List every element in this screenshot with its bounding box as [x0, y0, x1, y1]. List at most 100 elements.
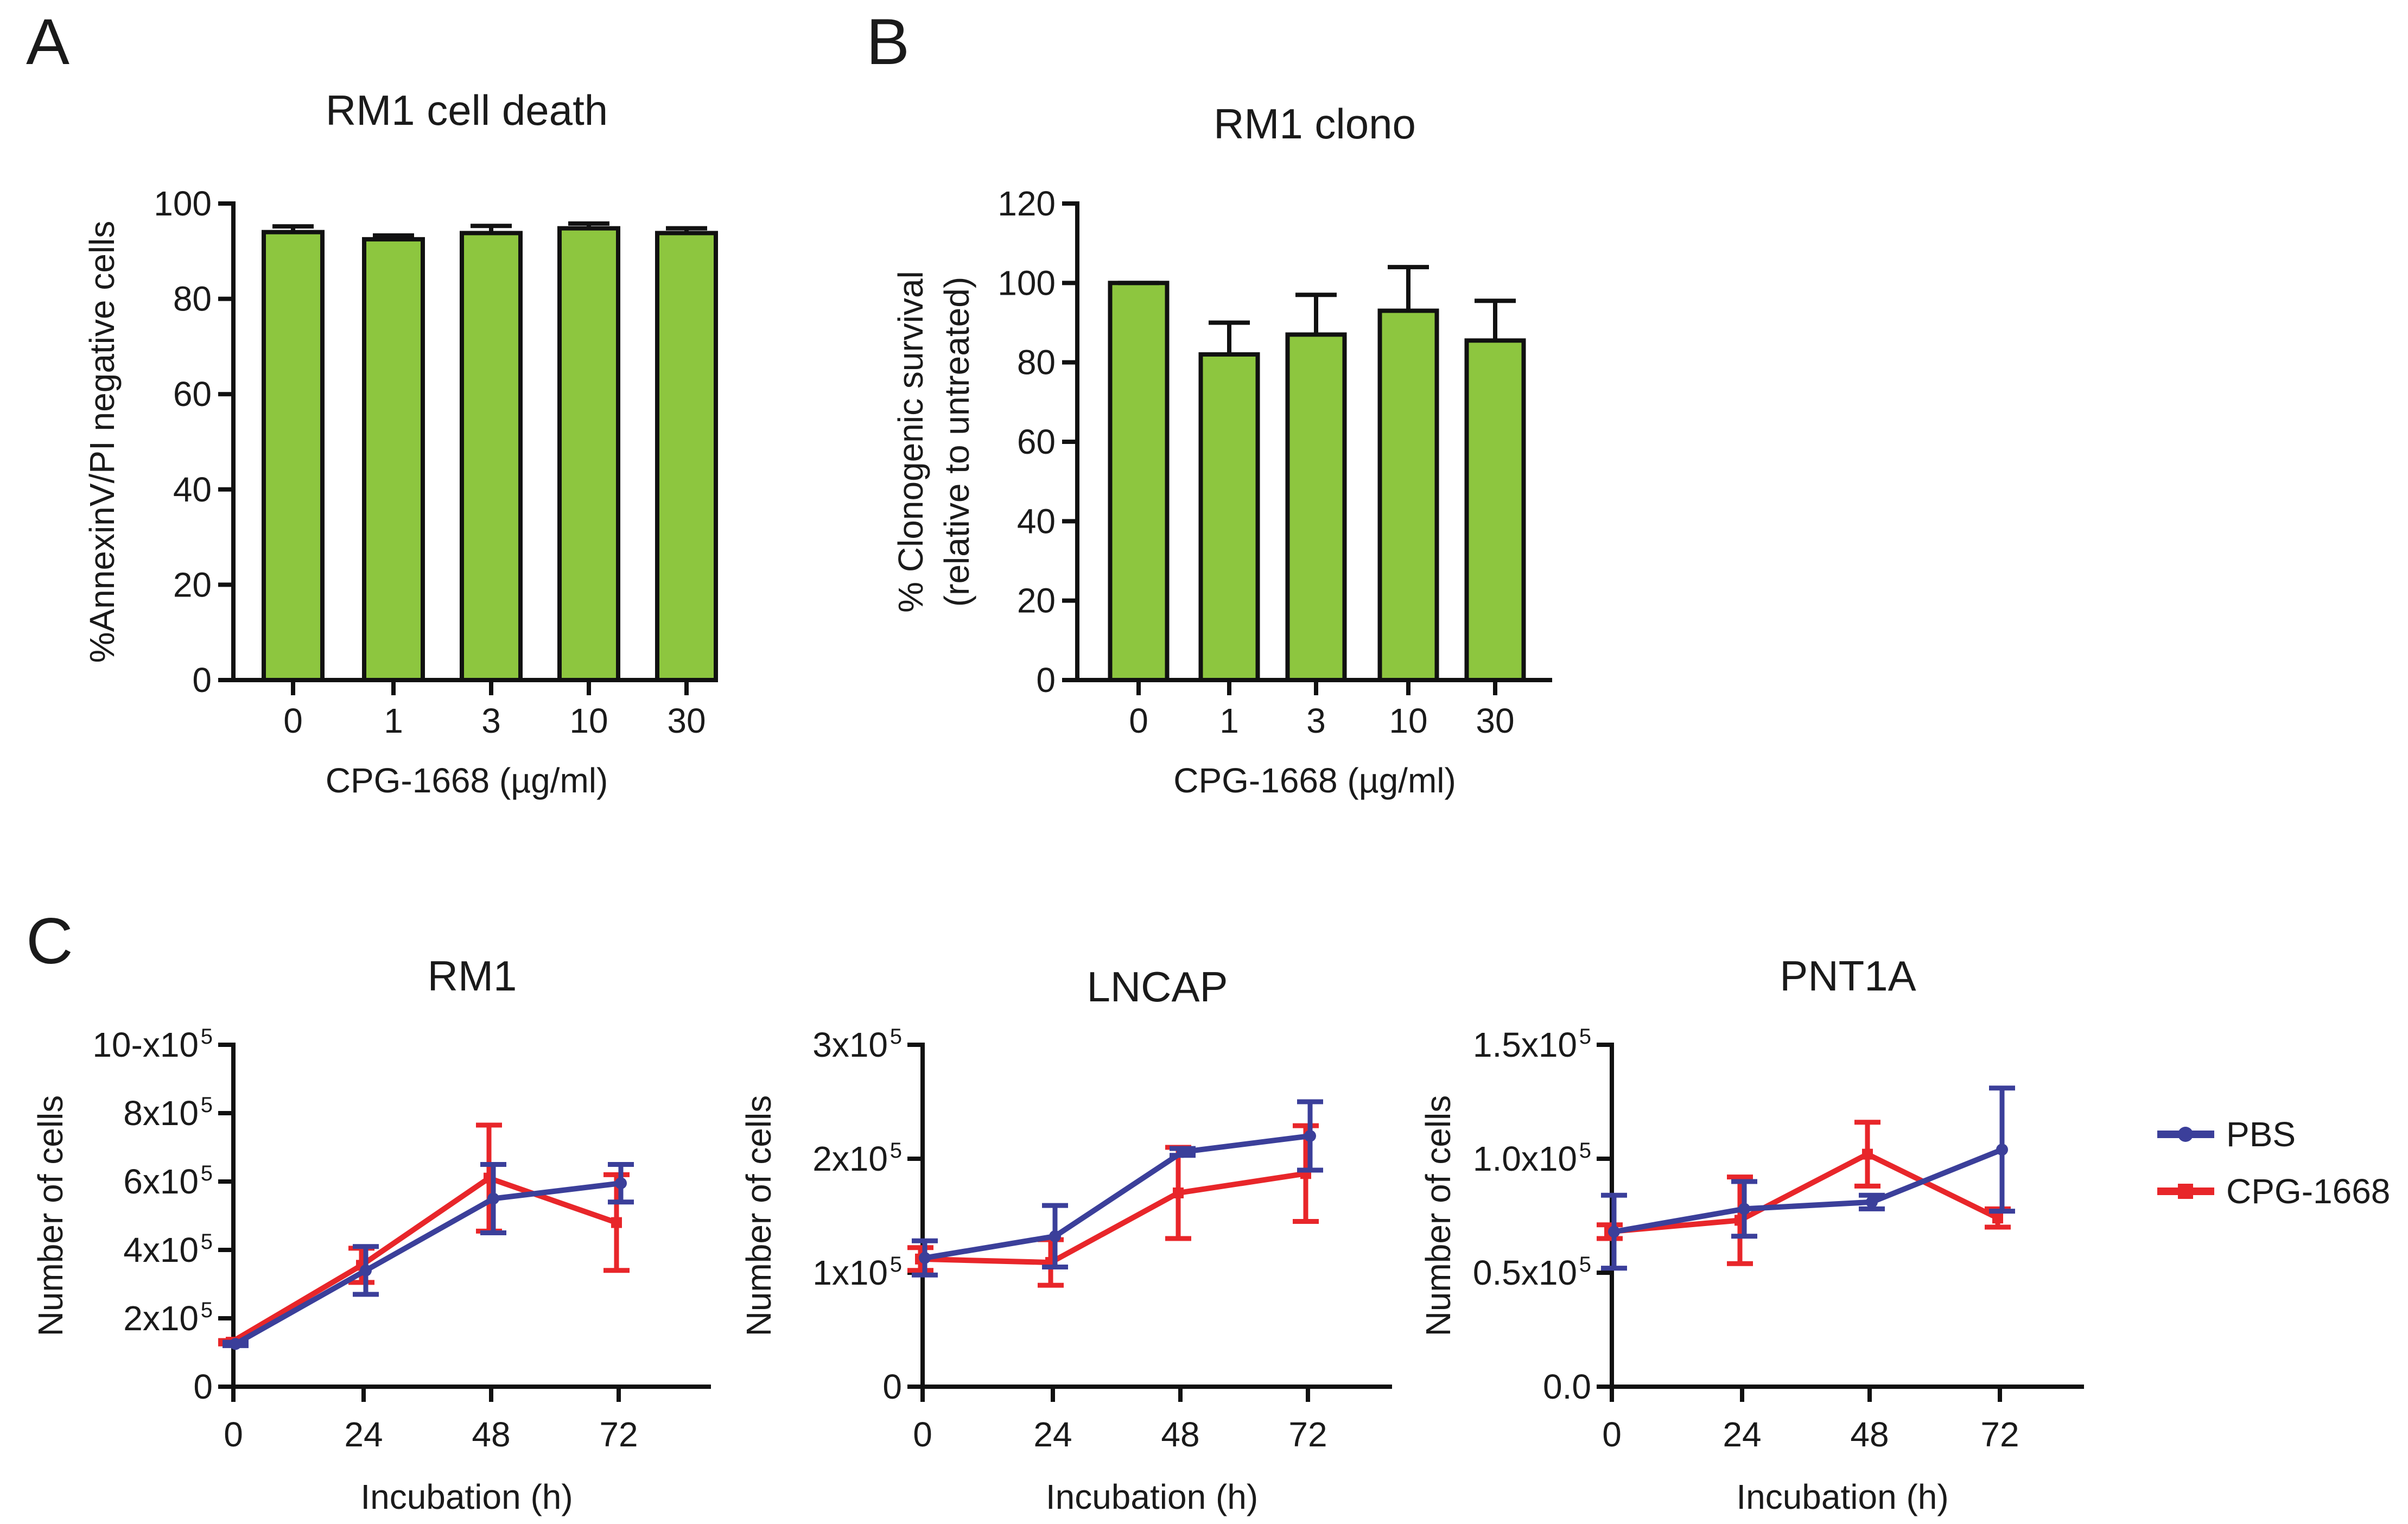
data-point-pbs — [230, 1338, 242, 1350]
x-tick-label: 72 — [1288, 1415, 1327, 1454]
x-axis-label: Incubation (h) — [1736, 1477, 1948, 1516]
x-axis-label: Incubation (h) — [1046, 1477, 1258, 1516]
y-tick-label: 2x10 — [123, 1299, 199, 1338]
bar-30 — [1464, 338, 1526, 682]
data-point-cpg — [1862, 1148, 1873, 1160]
y-axis-label: Number of cells — [31, 1095, 70, 1337]
y-tick-label: 60 — [1017, 422, 1056, 461]
chart-title: RM1 cell death — [326, 86, 608, 134]
panel-letter-a: A — [26, 5, 69, 78]
x-tick-label: 0 — [913, 1415, 932, 1454]
data-point-pbs — [615, 1177, 627, 1190]
y-tick-label: 1.0x10 — [1473, 1139, 1577, 1178]
x-tick-label: 24 — [1033, 1415, 1072, 1454]
x-tick-label: 1 — [384, 701, 403, 740]
x-tick-label: 72 — [599, 1415, 638, 1454]
y-tick-label-exponent: 5 — [890, 1139, 902, 1163]
data-point-pbs — [1049, 1230, 1061, 1242]
y-axis-label: Number of cells — [1419, 1095, 1458, 1337]
x-tick-label: 48 — [1161, 1415, 1199, 1454]
legend-pbs-label: PBS — [2226, 1115, 2296, 1154]
bar-1 — [1198, 352, 1260, 682]
y-tick-label: 0 — [1036, 661, 1056, 700]
chart-title: RM1 clono — [1213, 100, 1416, 148]
data-point-pbs — [1996, 1144, 2008, 1156]
y-tick-label: 80 — [1017, 343, 1056, 382]
y-tick-label: 0 — [882, 1367, 902, 1406]
x-tick-label: 48 — [1850, 1415, 1889, 1454]
x-tick-label: 1 — [1219, 701, 1239, 740]
bar-10 — [1377, 308, 1439, 682]
data-point-pbs — [1608, 1225, 1620, 1238]
bar-10 — [557, 226, 620, 682]
x-tick-label: 0 — [1602, 1415, 1622, 1454]
series-line-pbs — [234, 1180, 621, 1347]
legend-cpg-label: CPG-1668 — [2226, 1172, 2390, 1211]
data-point-pbs — [487, 1192, 499, 1205]
y-tick-label: 2x10 — [812, 1139, 888, 1178]
panel-b-bar-chart: RM1 clono 0 1 3 10 30 0 20 40 60 80 100 120 CPG-1668 … — [891, 100, 1552, 800]
x-tick-label: 10 — [1389, 701, 1427, 740]
y-tick-label: 80 — [173, 280, 212, 319]
x-tick-label: 10 — [569, 701, 608, 740]
panel-a-bar-chart: RM1 cell death 0 1 3 10 30 0 20 40 60 80 100 CPG-166… — [82, 86, 718, 800]
y-axis-label: %AnnexinV/PI negative cells — [82, 221, 122, 663]
y-tick-label: 20 — [173, 565, 212, 604]
y-tick-label-exponent: 5 — [201, 1230, 213, 1254]
x-tick-label: 0 — [224, 1415, 243, 1454]
y-tick-label: 100 — [997, 263, 1056, 302]
y-tick-label: 100 — [154, 184, 212, 223]
x-tick-label: 24 — [344, 1415, 383, 1454]
x-tick-label: 0 — [1129, 701, 1148, 740]
y-axis-label-line2: (relative to untreated) — [937, 277, 976, 607]
y-tick-label: 60 — [173, 374, 212, 414]
x-tick-label: 72 — [1980, 1415, 2019, 1454]
y-tick-label-exponent: 5 — [890, 1025, 902, 1049]
x-tick-label: 30 — [667, 701, 706, 740]
x-axis-label: CPG-1668 (µg/ml) — [326, 761, 608, 800]
x-tick-label: 30 — [1476, 701, 1514, 740]
y-tick-label-exponent: 5 — [890, 1253, 902, 1277]
series-line-cpg — [1609, 1151, 1999, 1235]
bar-0 — [1108, 281, 1170, 682]
y-tick-label: 120 — [997, 184, 1056, 223]
x-tick-label: 3 — [1306, 701, 1326, 740]
y-tick-label-exponent: 5 — [201, 1298, 213, 1322]
y-tick-label: 40 — [173, 470, 212, 509]
y-tick-label-exponent: 5 — [1579, 1139, 1591, 1163]
chart-title: RM1 — [428, 952, 517, 1000]
series-line-cpg — [920, 1171, 1306, 1266]
bar-30 — [655, 231, 718, 683]
y-tick-label: 40 — [1017, 501, 1056, 541]
data-point-cpg — [611, 1217, 622, 1228]
legend-pbs-marker — [2178, 1127, 2193, 1142]
y-axis-label: Number of cells — [739, 1095, 778, 1337]
data-point-pbs — [1866, 1196, 1878, 1208]
legend-cpg-marker — [2178, 1184, 2193, 1199]
legend: PBS CPG-1668 — [2157, 1115, 2390, 1211]
y-tick-label-exponent: 5 — [1579, 1025, 1591, 1049]
data-point-pbs — [919, 1252, 931, 1264]
series-line-cpg — [230, 1175, 618, 1345]
y-tick-label: 6x10 — [123, 1162, 199, 1201]
data-point-pbs — [1304, 1130, 1316, 1142]
data-point-cpg — [1173, 1188, 1184, 1198]
chart-title: PNT1A — [1780, 952, 1916, 1000]
y-tick-label: 8x10 — [123, 1094, 199, 1133]
y-tick-label-exponent: 5 — [201, 1093, 213, 1117]
bar-3 — [1285, 332, 1347, 682]
x-tick-label: 24 — [1723, 1415, 1761, 1454]
y-tick-label: 3x10 — [812, 1025, 888, 1064]
x-axis-label: Incubation (h) — [360, 1477, 573, 1516]
y-tick-label-exponent: 5 — [201, 1161, 213, 1185]
x-tick-label: 3 — [481, 701, 501, 740]
y-tick-label-exponent: 5 — [201, 1025, 213, 1049]
data-point-pbs — [360, 1264, 372, 1277]
panel-letter-c: C — [26, 905, 73, 977]
x-axis-label: CPG-1668 (µg/ml) — [1173, 761, 1456, 800]
y-tick-label: 1x10 — [812, 1253, 888, 1292]
